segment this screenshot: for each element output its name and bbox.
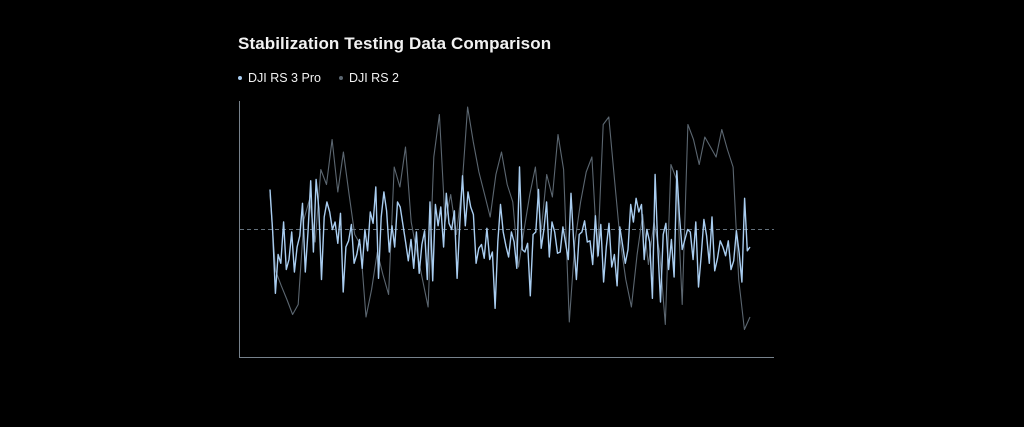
series-line-dji-rs-3-pro [269, 166, 751, 309]
legend-item-dji-rs-2[interactable]: DJI RS 2 [338, 71, 399, 85]
series-line-dji-rs-2 [269, 106, 751, 331]
chart-legend: DJI RS 3 Pro DJI RS 2 [238, 71, 399, 85]
legend-label: DJI RS 2 [348, 71, 399, 85]
legend-dot-icon [238, 76, 242, 80]
legend-item-dji-rs-3-pro[interactable]: DJI RS 3 Pro [238, 71, 321, 85]
chart-title: Stabilization Testing Data Comparison [238, 34, 552, 53]
legend-label: DJI RS 3 Pro [248, 71, 321, 85]
legend-dot-icon [338, 76, 343, 80]
